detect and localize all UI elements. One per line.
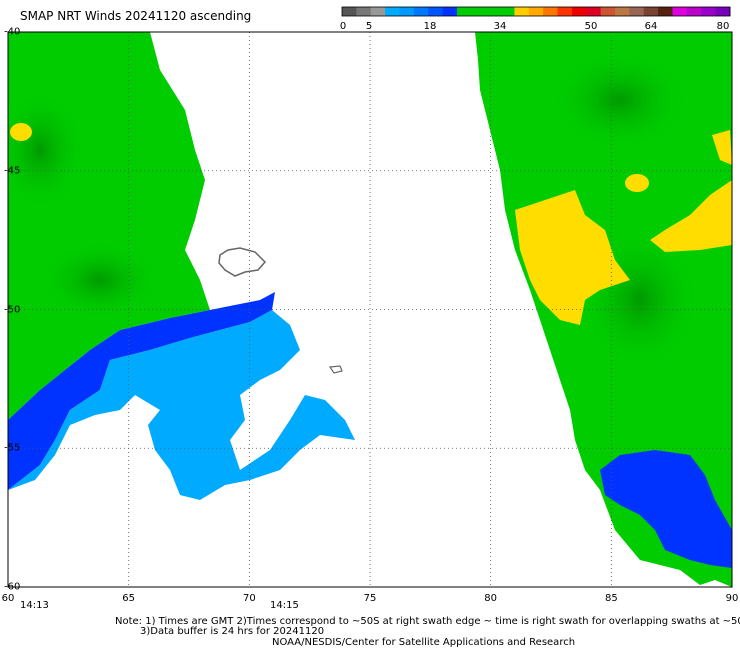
colorbar-segment [342,7,357,16]
colorbar-segment [370,7,386,16]
right-yellow-edge [650,180,732,252]
colorbar-segment [456,7,472,16]
colorbar-segment [643,7,659,16]
x-tick-label: 75 [363,593,377,604]
colorbar-segment [514,7,530,16]
colorbar-label: 0 [339,21,347,32]
colorbar-segment [658,7,674,16]
x-tick-label: 70 [242,593,256,604]
map-title: SMAP NRT Winds 20241120 ascending [20,9,252,23]
colorbar-segment [385,7,400,16]
colorbar [341,6,731,17]
y-tick-label: -55 [4,442,21,454]
colorbar-segment [528,7,544,16]
x-tick-label: 60 [1,593,15,604]
right-yellow-area [515,190,630,325]
x-tick-label: 80 [484,593,498,604]
footer-note-1: Note: 1) Times are GMT 2)Times correspon… [115,616,740,627]
colorbar-segment [500,7,515,16]
colorbar-segment [356,7,372,16]
colorbar-segment [485,7,501,16]
colorbar-segment [701,7,717,16]
footer-note-2: 3)Data buffer is 24 hrs for 20241120 [140,626,325,637]
colorbar-segment [686,7,702,16]
colorbar-segment [586,7,602,16]
swath-time-2: 14:15 [270,600,299,611]
y-tick-label: -60 [4,581,21,593]
x-tick-label: 65 [122,593,136,604]
colorbar-segment [615,7,630,16]
map-grid [8,32,732,587]
y-tick-label: -50 [4,304,21,315]
x-tick-label: 85 [604,593,618,604]
colorbar-label: 80 [716,21,730,32]
colorbar-label: 64 [644,21,658,32]
x-tick-label: 90 [725,593,739,604]
colorbar-label: 34 [493,21,507,32]
wind-swaths [8,32,732,587]
colorbar-label: 50 [584,21,598,32]
island [218,247,267,277]
left-swath-lightblue [8,310,355,500]
colorbar-segment [543,7,559,16]
colorbar-segment [629,7,645,16]
colorbar-segment [571,7,587,16]
colorbar-segment [399,7,415,16]
colorbar-segment [600,7,616,16]
right-swath-blue [600,450,732,568]
left-yellow-spot [10,123,32,141]
y-tick-label: -40 [4,26,21,38]
colorbar-segment [428,7,444,16]
colorbar-segment [442,7,458,16]
footer-credit: NOAA/NESDIS/Center for Satellite Applica… [272,637,576,648]
colorbar-label: 5 [365,21,373,32]
plot-frame [7,31,733,588]
colorbar-segment [471,7,487,16]
colorbar-segment [557,7,573,16]
colorbar-label: 18 [423,21,437,32]
colorbar-segment [413,7,429,16]
colorbar-segment [715,7,731,16]
colorbar-segment [672,7,688,16]
y-tick-label: -45 [4,165,21,177]
swath-time-1: 14:13 [20,600,49,611]
left-swath-blue [8,292,275,490]
